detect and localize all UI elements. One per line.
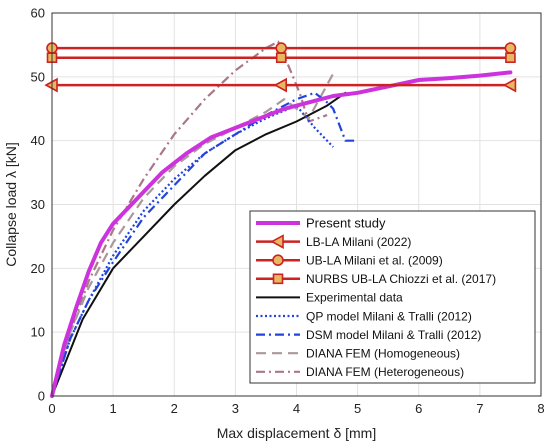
legend-label: NURBS UB-LA Chiozzi et al. (2017) [306,272,496,286]
ticks: 0 1 2 3 4 5 6 7 8 0 10 20 30 40 50 60 [31,6,545,417]
series-layer [44,40,517,398]
plot-frame [51,12,542,397]
x-tick-label: 7 [476,401,483,416]
legend-marker [272,273,284,285]
legend: Present study LB-LA Milani (2022) UB-LA Mi… [249,210,536,384]
series-line [50,70,513,398]
series-line [50,40,328,397]
y-axis-label: Collapse load λ [kN] [3,142,19,267]
legend-marker [270,234,284,249]
x-tick-label: 1 [110,401,117,416]
x-tick-label: 8 [537,401,544,416]
legend-label: DIANA FEM (Heterogeneous) [306,365,464,379]
y-tick-label: 20 [31,261,45,276]
x-tick-label: 4 [293,401,300,416]
y-tick-label: 30 [31,197,45,212]
series-marker [504,42,517,54]
series-4 [51,91,347,397]
y-tick-label: 40 [31,133,45,148]
series-2 [46,42,517,54]
series-6 [50,91,355,397]
legend-label: UB-LA Milani et al. (2009) [306,254,443,268]
legend-label: Present study [306,215,386,230]
series-0 [50,70,513,398]
legend-item: Experimental data [256,291,403,305]
legend-item: DIANA FEM (Heterogeneous) [256,365,464,379]
x-tick-label: 5 [354,401,361,416]
y-tick-label: 60 [31,6,45,21]
legend-label: QP model Milani & Tralli (2012) [306,309,472,323]
x-tick-label: 3 [232,401,239,416]
legend-label: Experimental data [306,291,403,305]
legend-label: LB-LA Milani (2022) [306,235,411,249]
series-marker [505,52,516,63]
series-line [51,91,347,397]
series-marker [275,52,287,63]
legend-item: UB-LA Milani et al. (2009) [256,254,443,268]
series-8 [50,40,328,397]
x-tick-label: 6 [415,401,422,416]
series-marker [275,42,288,54]
legend-item: NURBS UB-LA Chiozzi et al. (2017) [256,272,496,286]
y-tick-label: 10 [31,325,45,340]
legend-marker [272,254,284,267]
legend-item: QP model Milani & Tralli (2012) [256,309,472,323]
y-tick-label: 0 [38,389,45,404]
legend-item: DSM model Milani & Tralli (2012) [256,328,481,342]
legend-item: LB-LA Milani (2022) [256,234,411,249]
legend-item: Present study [256,215,386,230]
legend-label: DSM model Milani & Tralli (2012) [306,328,481,342]
series-line [50,91,355,397]
x-tick-label: 0 [48,401,55,416]
series-marker [273,77,288,93]
series-marker [502,77,517,93]
legend-label: DIANA FEM (Homogeneous) [306,347,460,361]
y-tick-label: 50 [31,69,45,84]
x-axis-label: Max displacement δ [mm] [217,425,377,441]
legend-item: DIANA FEM (Homogeneous) [256,347,460,361]
x-tick-label: 2 [171,401,178,416]
